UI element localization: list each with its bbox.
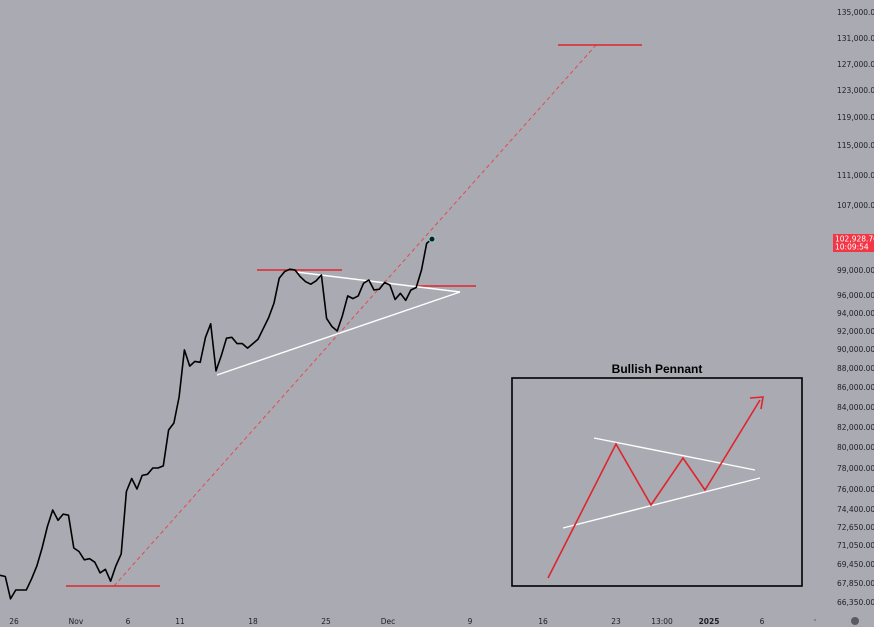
y-tick-label: 127,000.00 — [837, 60, 874, 69]
y-tick-label: 111,000.00 — [837, 171, 874, 180]
x-tick-label: 2025 — [699, 617, 720, 626]
y-tick-label: 72,650.00 — [837, 523, 874, 532]
y-tick-label: 69,450.00 — [837, 560, 874, 569]
y-tick-label: 67,850.00 — [837, 579, 874, 588]
x-tick-label: 13:00 — [651, 617, 673, 626]
pennant-upper-line — [295, 271, 461, 293]
inset-title: Bullish Pennant — [612, 362, 703, 376]
bullish-pennant-inset: Bullish Pennant — [511, 362, 803, 587]
y-tick-label: 96,000.00 — [837, 291, 874, 300]
y-tick-label: 107,000.00 — [837, 201, 874, 210]
x-tick-label: 6 — [126, 617, 131, 626]
small-dot-icon — [814, 619, 816, 621]
price-series-line — [0, 238, 433, 600]
y-tick-label: 123,000.00 — [837, 86, 874, 95]
y-tick-label: 135,000.00 — [837, 8, 874, 17]
inset-upper-line — [593, 437, 756, 471]
current-price-label: 102,928.70 — [835, 235, 874, 244]
pennant-lower-line — [216, 291, 461, 376]
y-tick-label: 131,000.00 — [837, 34, 874, 43]
y-tick-label: 78,000.00 — [837, 464, 874, 473]
x-tick-label: 23 — [611, 617, 621, 626]
x-tick-label: 6 — [760, 617, 765, 626]
y-tick-label: 92,000.00 — [837, 327, 874, 336]
y-axis: 135,000.00 131,000.00 127,000.00 123,000.00… — [837, 8, 874, 607]
inset-price-path — [547, 399, 761, 579]
y-tick-label: 80,000.00 — [837, 443, 874, 452]
y-tick-label: 90,000.00 — [837, 345, 874, 354]
x-tick-label: 25 — [321, 617, 331, 626]
last-price-marker — [428, 235, 436, 243]
y-tick-label: 115,000.00 — [837, 141, 874, 150]
y-tick-label: 71,050.00 — [837, 541, 874, 550]
y-tick-label: 94,000.00 — [837, 309, 874, 318]
current-price-tag: 102,928.70 10:09:54 — [833, 234, 874, 252]
y-tick-label: 88,000.00 — [837, 364, 874, 373]
x-tick-label: 16 — [538, 617, 548, 626]
x-tick-label: 26 — [9, 617, 19, 626]
inset-frame — [511, 377, 803, 587]
y-tick-label: 76,000.00 — [837, 485, 874, 494]
y-tick-label: 99,000.00 — [837, 266, 874, 275]
x-axis: 26 Nov 6 11 18 25 Dec 9 16 23 13:00 2025 6 — [9, 617, 764, 626]
x-tick-label: 11 — [175, 617, 185, 626]
x-tick-label: Nov — [69, 617, 84, 626]
y-tick-label: 84,000.00 — [837, 403, 874, 412]
x-tick-label: Dec — [381, 617, 396, 626]
y-tick-label: 74,400.00 — [837, 505, 874, 514]
x-tick-label: 9 — [468, 617, 473, 626]
inset-lower-line — [562, 477, 761, 529]
y-tick-label: 119,000.00 — [837, 113, 874, 122]
y-tick-label: 82,000.00 — [837, 423, 874, 432]
dashed-target-line — [113, 44, 597, 587]
countdown-label: 10:09:54 — [835, 243, 869, 252]
x-tick-label: 18 — [248, 617, 258, 626]
y-tick-label: 86,000.00 — [837, 383, 874, 392]
y-tick-label: 66,350.00 — [837, 598, 874, 607]
inset-arrow-head — [749, 396, 764, 410]
settings-dot-icon[interactable] — [851, 617, 859, 625]
